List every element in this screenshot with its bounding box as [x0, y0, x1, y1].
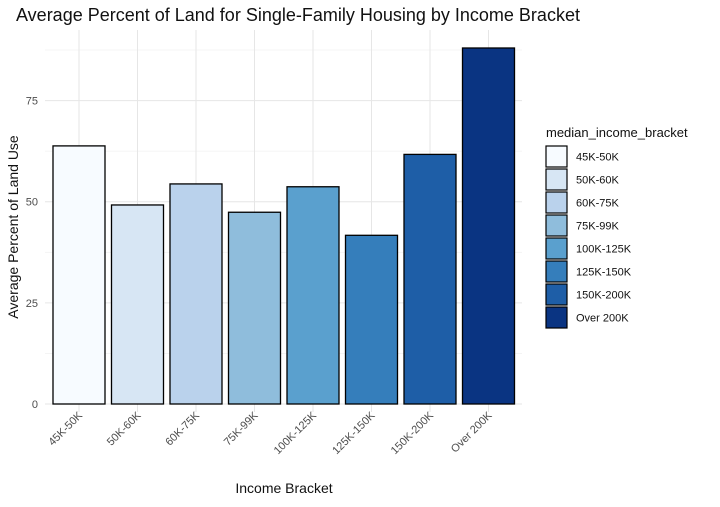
legend-label: 60K-75K [576, 198, 619, 210]
x-tick-label: 45K-50K [46, 409, 85, 448]
chart-title: Average Percent of Land for Single-Famil… [16, 5, 580, 25]
y-tick-label: 50 [26, 197, 38, 209]
y-tick-label: 25 [26, 298, 38, 310]
y-tick-label: 75 [26, 96, 38, 108]
legend-label: 150K-200K [576, 290, 632, 302]
bars-layer [52, 47, 516, 405]
legend-key [545, 260, 568, 283]
legend-key [545, 191, 568, 214]
legend-label: 75K-99K [576, 221, 619, 233]
x-tick-label: Over 200K [449, 409, 495, 455]
legend-key [545, 306, 568, 329]
x-tick-label: 150K-200K [389, 409, 437, 457]
bar-125k-150k [344, 234, 399, 405]
x-tick-label: 60K-75K [163, 409, 202, 448]
bar-over-200k [461, 47, 516, 405]
y-tick-label: 0 [32, 399, 38, 411]
legend: median_income_bracket 45K-50K 50K-60K 60K-… [545, 125, 688, 329]
x-tick-label: 50K-60K [105, 409, 144, 448]
x-tick-label: 75K-99K [222, 409, 261, 448]
x-tick-label: 100K-125K [272, 409, 320, 457]
legend-key [545, 283, 568, 306]
legend-title: median_income_bracket [546, 125, 688, 140]
legend-label: Over 200K [576, 313, 629, 325]
legend-key [545, 168, 568, 191]
x-axis-ticks: 45K-50K 50K-60K 60K-75K 75K-99K 100K-125K 125… [46, 409, 495, 457]
bar-45k-50k [52, 145, 106, 405]
bar-60k-75k [169, 183, 223, 405]
legend-label: 125K-150K [576, 267, 632, 279]
legend-label: 100K-125K [576, 244, 632, 256]
bar-100k-125k [286, 186, 340, 405]
bar-150k-200k [403, 153, 457, 405]
legend-key [545, 237, 568, 260]
legend-key [545, 145, 568, 168]
y-axis-ticks: 0 25 50 75 [26, 96, 38, 411]
x-axis-title: Income Bracket [235, 480, 332, 496]
y-axis-title: Average Percent of Land Use [5, 135, 21, 319]
legend-label: 50K-60K [576, 175, 619, 187]
legend-key [545, 214, 568, 237]
bar-50k-60k [110, 204, 165, 405]
bar-75k-99k [227, 211, 282, 405]
x-tick-label: 125K-150K [330, 409, 378, 457]
legend-label: 45K-50K [576, 152, 619, 164]
